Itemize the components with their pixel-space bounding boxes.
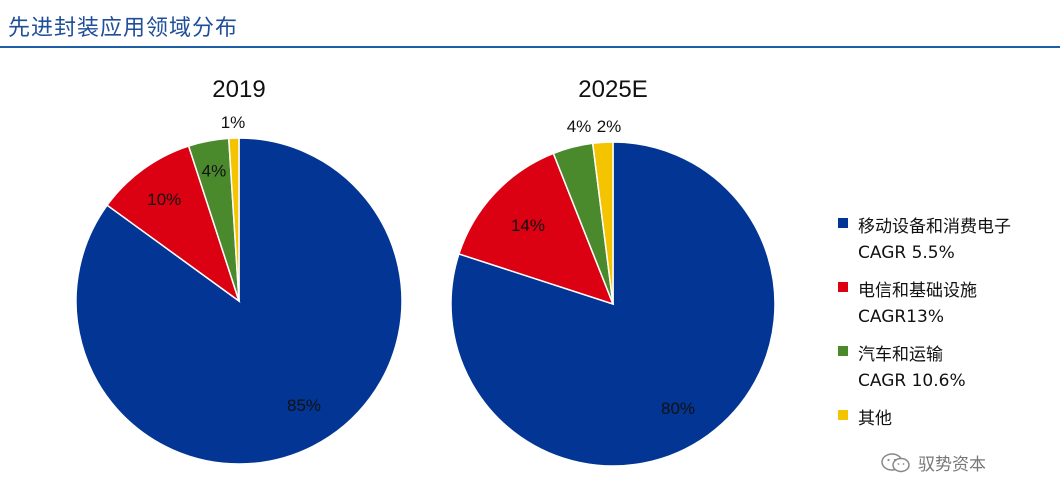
data-label: 85% (287, 396, 321, 415)
pie-slice (106, 145, 241, 303)
pie-slice (457, 152, 615, 306)
data-label: 4% (202, 162, 227, 181)
wechat-icon (881, 452, 910, 472)
pie-slice (591, 141, 614, 305)
data-label: 2% (597, 117, 622, 136)
data-label: 4% (567, 117, 592, 136)
legend-swatch (838, 218, 848, 228)
pie-title: 2019 (212, 76, 265, 103)
legend-cagr: CAGR 10.6% (858, 371, 966, 391)
legend-label: 移动设备和消费电子 (858, 217, 1011, 237)
legend-cagr: CAGR13% (858, 307, 944, 327)
legend-label: 其他 (858, 409, 892, 429)
legend-label: 电信和基础设施 (858, 281, 977, 301)
legend-label: 汽车和运输 (858, 345, 943, 365)
title-divider (0, 46, 1060, 48)
pie-chart-1: 2025E 80% 14% 4% 2% (450, 76, 776, 467)
data-label: 10% (147, 190, 181, 209)
watermark: 驭势资本 (880, 450, 986, 475)
page-title: 先进封装应用领域分布 (8, 16, 239, 41)
pie-chart-0: 2019 85% 10% 4% 1% (75, 76, 403, 465)
legend-cagr: CAGR 5.5% (858, 243, 955, 263)
watermark-text: 驭势资本 (918, 455, 986, 475)
legend-swatch (838, 282, 848, 292)
data-label: 80% (661, 399, 695, 418)
legend-swatch (838, 346, 848, 356)
legend-swatch (838, 410, 848, 420)
pie-title: 2025E (578, 76, 647, 103)
pie-slice (227, 137, 240, 302)
data-label: 14% (511, 216, 545, 235)
data-label: 1% (221, 113, 246, 132)
